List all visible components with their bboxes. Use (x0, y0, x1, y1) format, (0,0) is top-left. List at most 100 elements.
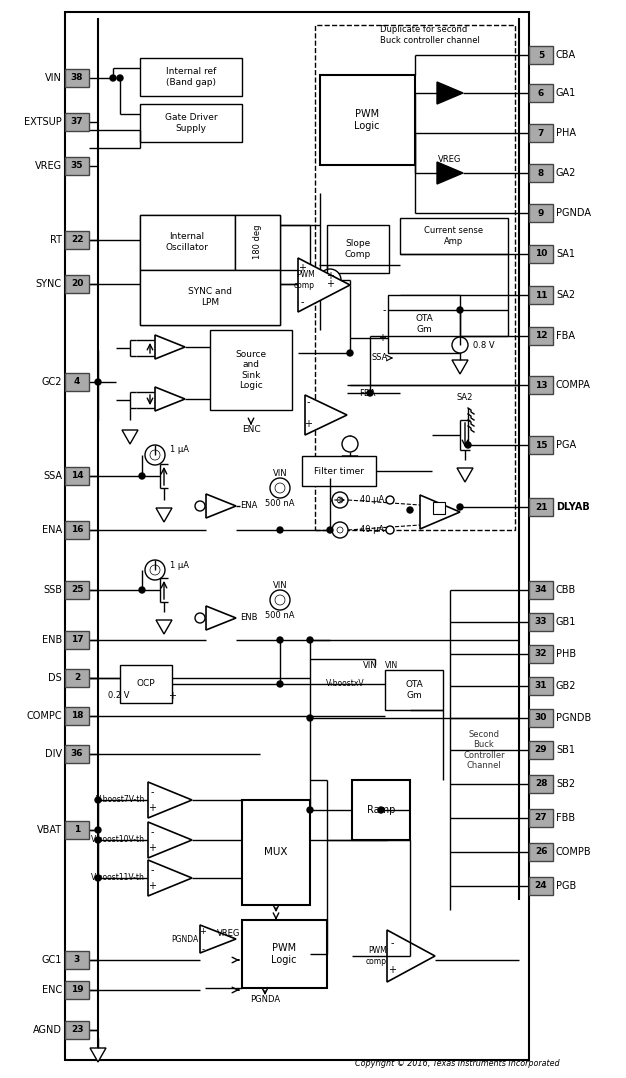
FancyBboxPatch shape (529, 808, 553, 827)
Circle shape (277, 681, 283, 687)
Text: GC2: GC2 (41, 377, 62, 387)
Text: RT: RT (50, 235, 62, 245)
Text: -: - (150, 787, 154, 797)
FancyBboxPatch shape (65, 231, 89, 249)
Text: 35: 35 (71, 162, 83, 170)
FancyBboxPatch shape (529, 709, 553, 727)
Text: SSB: SSB (43, 585, 62, 595)
Text: COMPB: COMPB (556, 847, 592, 857)
Text: Internal
Oscillator: Internal Oscillator (165, 232, 208, 251)
Text: VBAT: VBAT (37, 825, 62, 835)
Circle shape (378, 807, 384, 813)
Text: FBA: FBA (359, 388, 375, 398)
Circle shape (337, 527, 343, 533)
Polygon shape (342, 456, 358, 470)
Polygon shape (90, 1048, 106, 1062)
FancyBboxPatch shape (65, 275, 89, 293)
Text: CBB: CBB (556, 585, 577, 595)
FancyBboxPatch shape (529, 124, 553, 142)
Polygon shape (155, 387, 185, 411)
Circle shape (319, 270, 341, 291)
FancyBboxPatch shape (65, 113, 89, 132)
Text: SSA: SSA (43, 471, 62, 481)
FancyBboxPatch shape (388, 295, 460, 353)
FancyBboxPatch shape (242, 800, 310, 906)
Circle shape (95, 827, 101, 833)
Text: 19: 19 (71, 985, 83, 995)
Circle shape (407, 507, 413, 513)
Polygon shape (387, 930, 435, 982)
Circle shape (277, 527, 283, 533)
Text: GA1: GA1 (556, 88, 577, 98)
Text: GC1: GC1 (41, 955, 62, 965)
FancyBboxPatch shape (529, 327, 553, 345)
Circle shape (332, 492, 348, 508)
FancyBboxPatch shape (65, 951, 89, 969)
Circle shape (195, 613, 205, 623)
Text: COMPA: COMPA (556, 381, 591, 390)
FancyBboxPatch shape (529, 286, 553, 304)
Text: PWM
Logic: PWM Logic (271, 943, 297, 965)
Circle shape (457, 307, 463, 313)
Text: +: + (168, 691, 176, 701)
FancyBboxPatch shape (302, 456, 376, 486)
FancyBboxPatch shape (65, 467, 89, 485)
Polygon shape (206, 494, 236, 519)
Text: -: - (382, 305, 386, 315)
Circle shape (457, 505, 463, 510)
Circle shape (270, 478, 290, 498)
FancyBboxPatch shape (529, 84, 553, 102)
FancyBboxPatch shape (65, 981, 89, 999)
Text: -: - (150, 865, 154, 875)
Text: PWM
comp: PWM comp (294, 271, 315, 290)
FancyBboxPatch shape (327, 225, 389, 273)
Circle shape (139, 588, 145, 593)
FancyBboxPatch shape (65, 157, 89, 175)
FancyBboxPatch shape (65, 69, 89, 87)
Text: +: + (148, 843, 156, 853)
Text: 37: 37 (71, 118, 83, 126)
FancyBboxPatch shape (65, 581, 89, 599)
Polygon shape (420, 495, 460, 529)
Polygon shape (457, 468, 473, 482)
Text: SSA: SSA (372, 354, 388, 362)
Text: Source
and
Sink
Logic: Source and Sink Logic (235, 350, 267, 390)
Text: ENB: ENB (240, 613, 257, 622)
Polygon shape (200, 925, 236, 953)
Circle shape (150, 565, 160, 575)
Text: FBA: FBA (556, 331, 575, 341)
Text: 24: 24 (535, 882, 547, 890)
Circle shape (139, 473, 145, 479)
Polygon shape (437, 82, 463, 103)
Circle shape (307, 715, 313, 721)
Polygon shape (437, 162, 463, 184)
Text: SB1: SB1 (556, 745, 575, 755)
Text: 500 nA: 500 nA (265, 610, 295, 620)
Text: 21: 21 (535, 502, 547, 511)
Circle shape (145, 559, 165, 580)
Circle shape (275, 483, 285, 493)
Text: 4: 4 (74, 377, 80, 387)
FancyBboxPatch shape (529, 581, 553, 599)
Circle shape (307, 637, 313, 642)
Text: 2: 2 (74, 674, 80, 682)
Polygon shape (155, 335, 185, 359)
FancyBboxPatch shape (529, 164, 553, 182)
Circle shape (150, 450, 160, 460)
Polygon shape (156, 508, 172, 522)
Text: PHA: PHA (556, 128, 576, 138)
FancyBboxPatch shape (235, 215, 280, 270)
Text: +: + (148, 881, 156, 892)
Text: VIN: VIN (273, 469, 287, 478)
FancyBboxPatch shape (65, 631, 89, 649)
Text: OTA
Gm: OTA Gm (415, 315, 433, 334)
Text: +: + (148, 803, 156, 813)
FancyBboxPatch shape (140, 103, 242, 142)
FancyBboxPatch shape (65, 669, 89, 687)
FancyBboxPatch shape (65, 707, 89, 725)
Text: 1 μA: 1 μA (170, 445, 189, 455)
FancyBboxPatch shape (120, 665, 172, 703)
Text: 180 deg: 180 deg (252, 224, 262, 259)
Text: 0.8 V: 0.8 V (473, 341, 495, 349)
Text: 26: 26 (535, 847, 547, 857)
